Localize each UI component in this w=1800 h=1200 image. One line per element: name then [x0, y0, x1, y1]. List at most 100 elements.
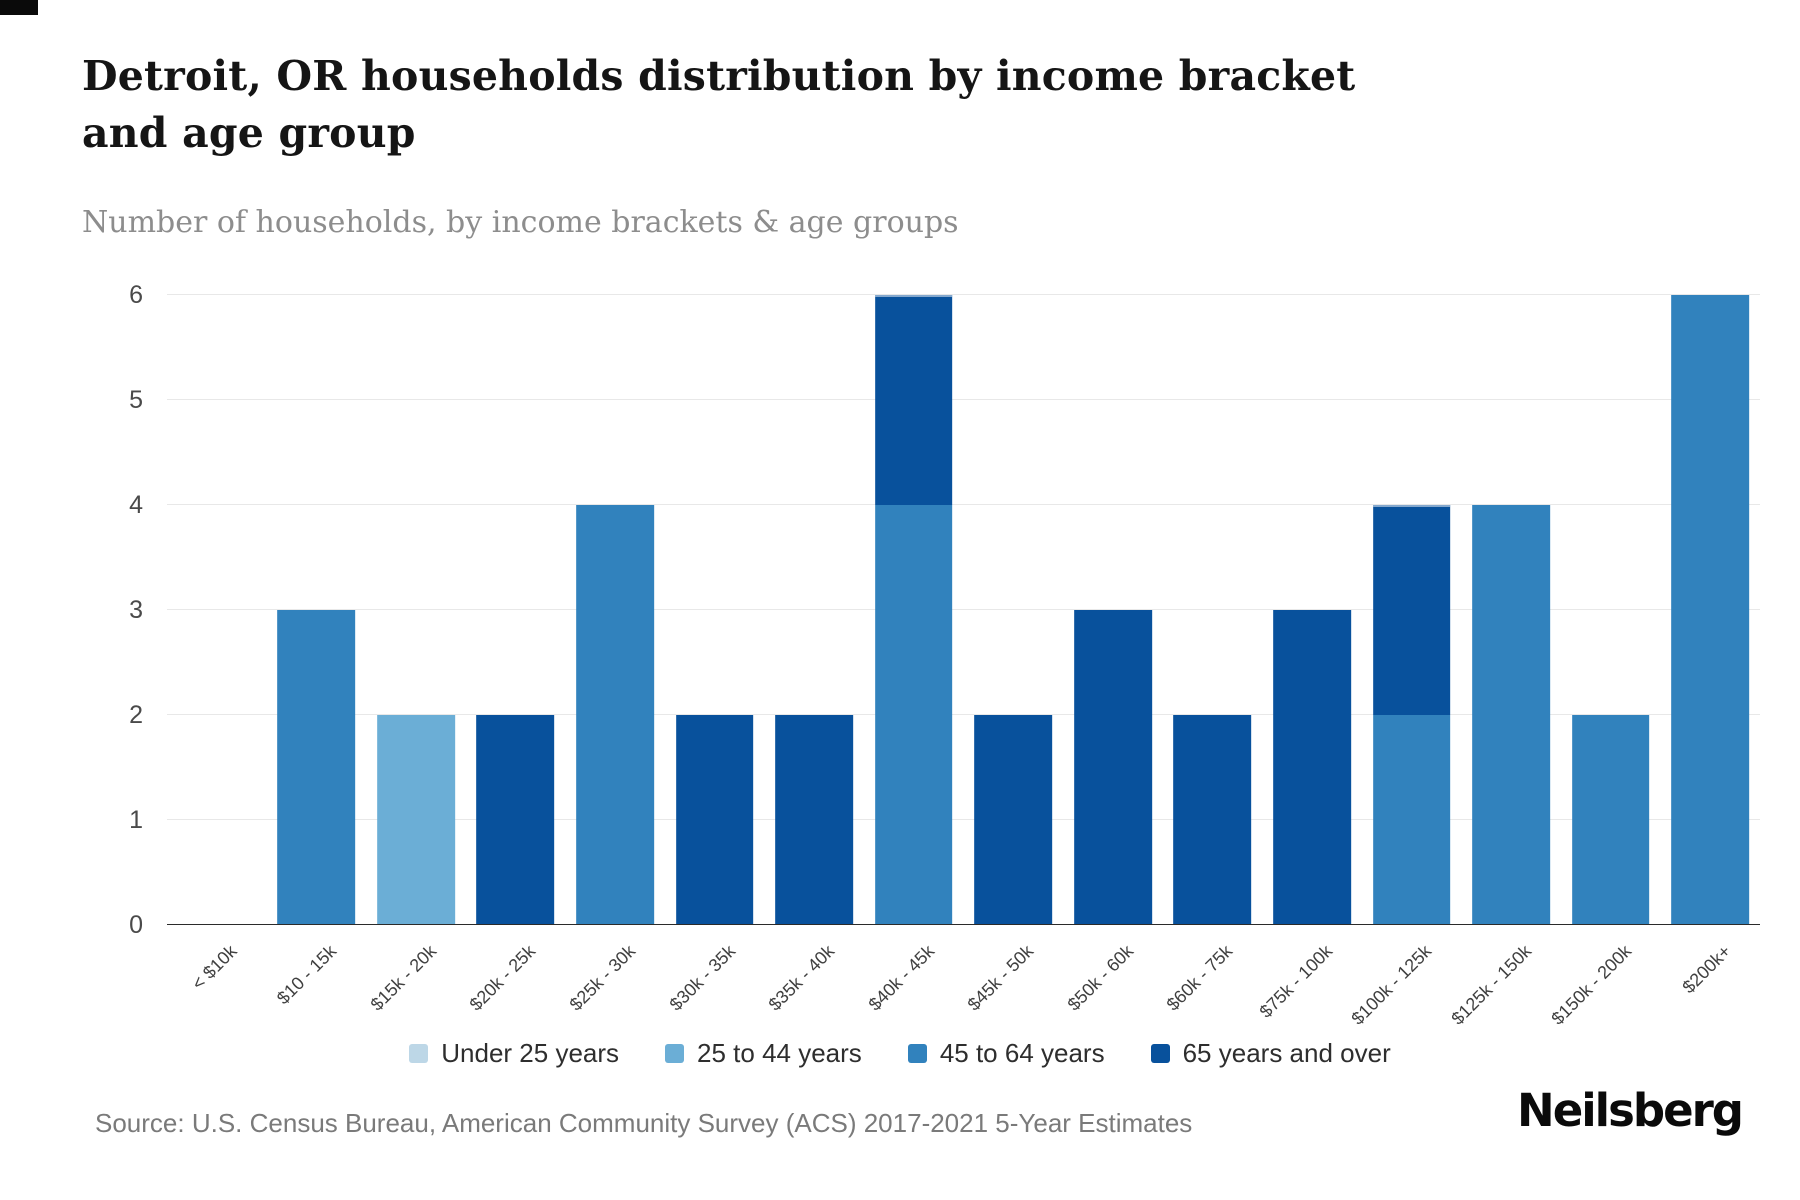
bar-column: [1163, 295, 1263, 925]
bar-column: [1561, 295, 1661, 925]
bar-segment[interactable]: [974, 715, 1053, 925]
x-tick-label: $40k - 45k: [864, 941, 938, 1015]
x-tick: $100k - 125k: [1348, 925, 1462, 1045]
bar-stack: [974, 295, 1053, 925]
bar-column: [565, 295, 665, 925]
plot-area: [167, 294, 1760, 925]
bar-segment[interactable]: [1571, 715, 1650, 925]
bar-segment[interactable]: [874, 505, 953, 925]
x-tick-label: $125k - 150k: [1447, 941, 1536, 1029]
bar-stack: [1571, 295, 1650, 925]
y-tick-label: 5: [129, 386, 143, 414]
bar-column: [466, 295, 566, 925]
bar-stack: [476, 295, 555, 925]
bar-column: [1262, 295, 1362, 925]
bar-segment[interactable]: [1472, 505, 1550, 925]
bar-stack: [377, 295, 455, 925]
bar-column: [964, 295, 1064, 925]
bar-stack: [775, 295, 853, 925]
x-tick-label: < $10k: [188, 941, 241, 994]
bar-stack: [1671, 295, 1750, 925]
x-tick: $75k - 100k: [1255, 925, 1362, 1045]
chart-title: Detroit, OR households distribution by i…: [82, 52, 1356, 157]
x-tick-label: $45k - 50k: [963, 941, 1038, 1015]
bar-stack: [178, 295, 256, 925]
chart-subtitle: Number of households, by income brackets…: [82, 205, 959, 240]
x-tick: $20k - 25k: [466, 925, 566, 1045]
bar-segment[interactable]: [775, 715, 853, 925]
x-tick: $10 - 15k: [267, 925, 367, 1045]
bar-stack: [1372, 295, 1451, 925]
bar-column: [267, 295, 367, 925]
bar-stack: [1074, 295, 1152, 925]
x-tick: $150k - 200k: [1547, 925, 1661, 1045]
legend: Under 25 years 25 to 44 years 45 to 64 yea…: [0, 1038, 1800, 1069]
gridline: [167, 819, 1760, 820]
bar-segment[interactable]: [277, 610, 356, 925]
bar-columns: [167, 295, 1760, 925]
y-tick-label: 1: [129, 806, 143, 835]
bar-segment[interactable]: [1273, 610, 1351, 925]
x-tick-label: $75k - 100k: [1255, 941, 1337, 1022]
legend-label: 45 to 64 years: [939, 1038, 1105, 1068]
x-tick: $125k - 150k: [1447, 925, 1561, 1045]
bar-column: [665, 295, 765, 925]
x-axis-line: [167, 924, 1760, 925]
gridline: [167, 399, 1760, 400]
x-tick-label: $150k - 200k: [1547, 941, 1635, 1029]
x-tick-label: $100k - 125k: [1347, 941, 1436, 1029]
bar-segment[interactable]: [377, 715, 455, 925]
x-tick: $50k - 60k: [1063, 925, 1163, 1045]
x-tick-label: $200k+: [1678, 941, 1735, 998]
source-note: Source: U.S. Census Bureau, American Com…: [95, 1108, 1193, 1138]
legend-swatch-icon: [1150, 1044, 1170, 1063]
bar-segment[interactable]: [1372, 505, 1451, 715]
bar-stack: [1472, 295, 1550, 925]
corner-artifact: [0, 0, 38, 15]
bar-stack: [277, 295, 356, 925]
bar-segment[interactable]: [1173, 715, 1252, 925]
y-tick-label: 0: [129, 911, 143, 939]
bar-column: [1362, 295, 1462, 925]
x-tick: $200k+: [1660, 925, 1760, 1045]
legend-item[interactable]: 45 to 64 years: [907, 1038, 1105, 1069]
x-axis: < $10k $10 - 15k $15k - 20k $20k - 25k $25k …: [167, 925, 1760, 1045]
x-tick: $25k - 30k: [565, 925, 665, 1045]
legend-swatch-icon: [665, 1044, 685, 1063]
bar-column: [764, 295, 864, 925]
bar-segment[interactable]: [874, 295, 953, 505]
x-tick: $15k - 20k: [366, 925, 466, 1045]
x-tick-label: $20k - 25k: [466, 941, 540, 1015]
x-tick: $45k - 50k: [964, 925, 1064, 1045]
y-tick-label: 2: [129, 701, 143, 730]
legend-item[interactable]: 65 years and over: [1150, 1038, 1391, 1069]
x-tick-label: $50k - 60k: [1063, 941, 1137, 1015]
x-tick: $60k - 75k: [1163, 925, 1263, 1045]
brand-logo: Neilsberg: [1517, 1084, 1744, 1137]
x-tick-label: $10 - 15k: [273, 941, 341, 1009]
bar-segment[interactable]: [675, 715, 754, 925]
x-tick-label: $30k - 35k: [665, 941, 739, 1015]
bar-column: [1461, 295, 1561, 925]
x-tick-label: $60k - 75k: [1162, 941, 1237, 1015]
gridline: [167, 504, 1760, 505]
bar-stack: [1173, 295, 1252, 925]
bar-segment[interactable]: [1074, 610, 1152, 925]
bar-column: [1660, 295, 1760, 925]
y-tick-label: 6: [129, 281, 143, 309]
bar-segment[interactable]: [1671, 295, 1750, 925]
legend-item[interactable]: Under 25 years: [409, 1038, 619, 1069]
bar-segment[interactable]: [576, 505, 654, 925]
legend-item[interactable]: 25 to 44 years: [665, 1038, 862, 1069]
x-tick: < $10k: [167, 925, 267, 1045]
gridline: [167, 294, 1760, 295]
bar-column: [167, 295, 267, 925]
x-tick: $30k - 35k: [665, 925, 765, 1045]
bar-segment[interactable]: [476, 715, 555, 925]
y-tick-label: 3: [129, 596, 143, 624]
x-tick: $35k - 40k: [764, 925, 864, 1045]
bar-segment[interactable]: [1372, 715, 1451, 925]
x-tick: $40k - 45k: [864, 925, 964, 1045]
bar-column: [366, 295, 466, 925]
bar-column: [864, 295, 964, 925]
